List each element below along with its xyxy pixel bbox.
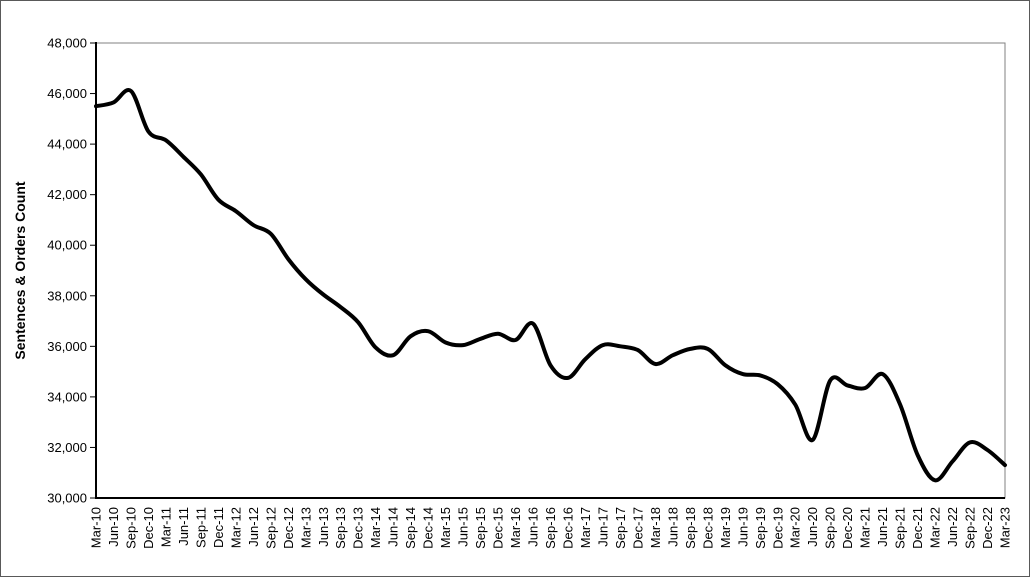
x-tick-label: Mar-17 — [578, 507, 593, 548]
x-tick-label: Jun-21 — [875, 507, 890, 547]
x-tick-label: Mar-19 — [718, 507, 733, 548]
x-tick-label: Jun-18 — [665, 507, 680, 547]
plot-area-border — [95, 42, 1006, 499]
x-tick-label: Sep-22 — [963, 507, 978, 549]
x-tick-label: Dec-20 — [840, 507, 855, 549]
x-tick-label: Mar-14 — [368, 507, 383, 548]
x-tick-label: Sep-17 — [613, 507, 628, 549]
x-tick-label: Dec-17 — [630, 507, 645, 549]
x-tick-label: Jun-10 — [106, 507, 121, 547]
x-tick-label: Mar-13 — [298, 507, 313, 548]
x-tick-label: Jun-16 — [526, 507, 541, 547]
x-tick-label: Dec-13 — [351, 507, 366, 549]
x-tick-label: Sep-13 — [333, 507, 348, 549]
x-tick-label: Dec-18 — [700, 507, 715, 549]
y-tick-label: 30,000 — [47, 491, 87, 506]
x-tick-label: Sep-15 — [473, 507, 488, 549]
y-tick-label: 46,000 — [47, 86, 87, 101]
x-tick-label: Jun-22 — [945, 507, 960, 547]
x-tick-label: Mar-21 — [858, 507, 873, 548]
x-tick-label: Dec-12 — [281, 507, 296, 549]
x-tick-label: Sep-16 — [543, 507, 558, 549]
x-tick-label: Mar-11 — [158, 507, 173, 547]
y-tick-label: 40,000 — [47, 238, 87, 253]
y-tick-label: 48,000 — [47, 36, 87, 51]
x-tick-label: Sep-20 — [823, 507, 838, 549]
x-tick-label: Sep-19 — [753, 507, 768, 549]
x-tick-label: Jun-13 — [316, 507, 331, 547]
x-tick-label: Sep-14 — [403, 507, 418, 549]
x-tick-label: Dec-16 — [560, 507, 575, 549]
x-tick-label: Dec-15 — [491, 507, 506, 549]
x-tick-label: Jun-11 — [176, 507, 191, 546]
x-tick-label: Jun-19 — [735, 507, 750, 547]
series-line — [94, 88, 1007, 483]
x-tick-label: Dec-11 — [211, 507, 226, 548]
x-tick-label: Sep-12 — [263, 507, 278, 549]
y-tick-label: 38,000 — [47, 288, 87, 303]
x-tick-label: Jun-15 — [456, 507, 471, 547]
x-tick-label: Mar-15 — [438, 507, 453, 548]
x-tick-label: Mar-10 — [89, 507, 104, 548]
x-tick-label: Mar-16 — [508, 507, 523, 548]
x-tick-label: Sep-21 — [893, 507, 908, 549]
x-tick-label: Mar-23 — [998, 507, 1013, 548]
x-tick-label: Sep-18 — [683, 507, 698, 549]
x-tick-label: Mar-18 — [648, 507, 663, 548]
x-tick-label: Dec-19 — [770, 507, 785, 549]
x-tick-label: Dec-21 — [910, 507, 925, 549]
x-tick-label: Sep-10 — [123, 507, 138, 549]
x-tick-label: Mar-20 — [788, 507, 803, 548]
x-tick-label: Dec-22 — [980, 507, 995, 549]
y-tick-label: 42,000 — [47, 187, 87, 202]
y-axis-title: Sentences & Orders Count — [12, 181, 28, 359]
x-tick-label: Mar-22 — [928, 507, 943, 548]
y-tick-label: 32,000 — [47, 440, 87, 455]
x-tick-label: Mar-12 — [228, 507, 243, 548]
x-tick-label: Jun-12 — [246, 507, 261, 547]
y-tick-label: 34,000 — [47, 389, 87, 404]
x-tick-label: Dec-14 — [421, 507, 436, 549]
x-tick-label: Jun-20 — [805, 507, 820, 547]
y-tick-label: 44,000 — [47, 137, 87, 152]
x-tick-label: Sep-11 — [193, 507, 208, 548]
y-tick-label: 36,000 — [47, 339, 87, 354]
x-tick-label: Dec-10 — [141, 507, 156, 549]
x-tick-label: Jun-14 — [386, 507, 401, 547]
x-tick-label: Jun-17 — [595, 507, 610, 547]
